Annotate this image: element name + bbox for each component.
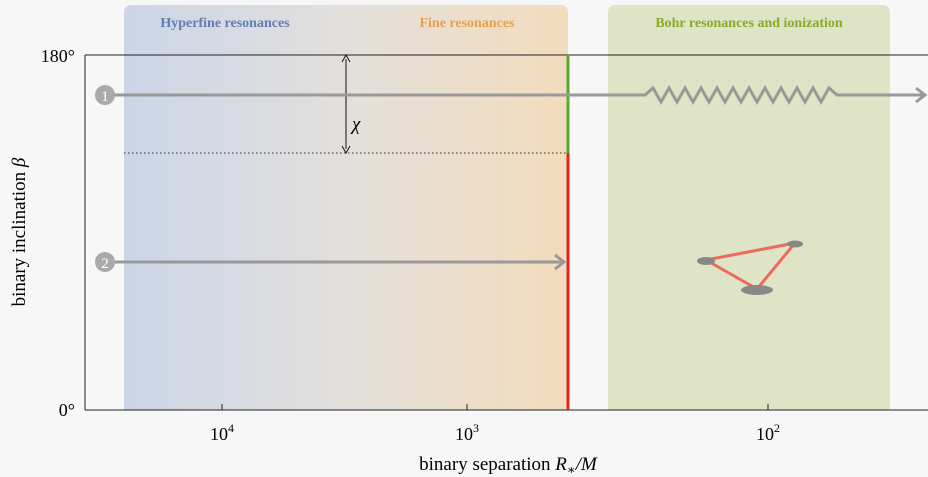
- region-label: Bohr resonances and ionization: [655, 16, 843, 31]
- region-label: Hyperfine resonances: [160, 16, 290, 31]
- y-tick-label: 0°: [59, 400, 75, 420]
- body: [787, 241, 803, 248]
- page: Hyperfine resonances Fine resonances Boh…: [0, 0, 928, 477]
- y-axis-label: binary inclination β: [9, 157, 30, 306]
- body: [741, 285, 773, 295]
- region-bohr: [608, 5, 890, 410]
- diagram: Hyperfine resonances Fine resonances Boh…: [0, 0, 928, 477]
- chi-label: χ: [350, 114, 361, 135]
- body: [697, 257, 715, 265]
- y-tick-label: 180°: [41, 46, 75, 66]
- marker-label: 1: [101, 89, 109, 105]
- region-label: Fine resonances: [419, 16, 515, 31]
- marker-label: 2: [101, 256, 109, 272]
